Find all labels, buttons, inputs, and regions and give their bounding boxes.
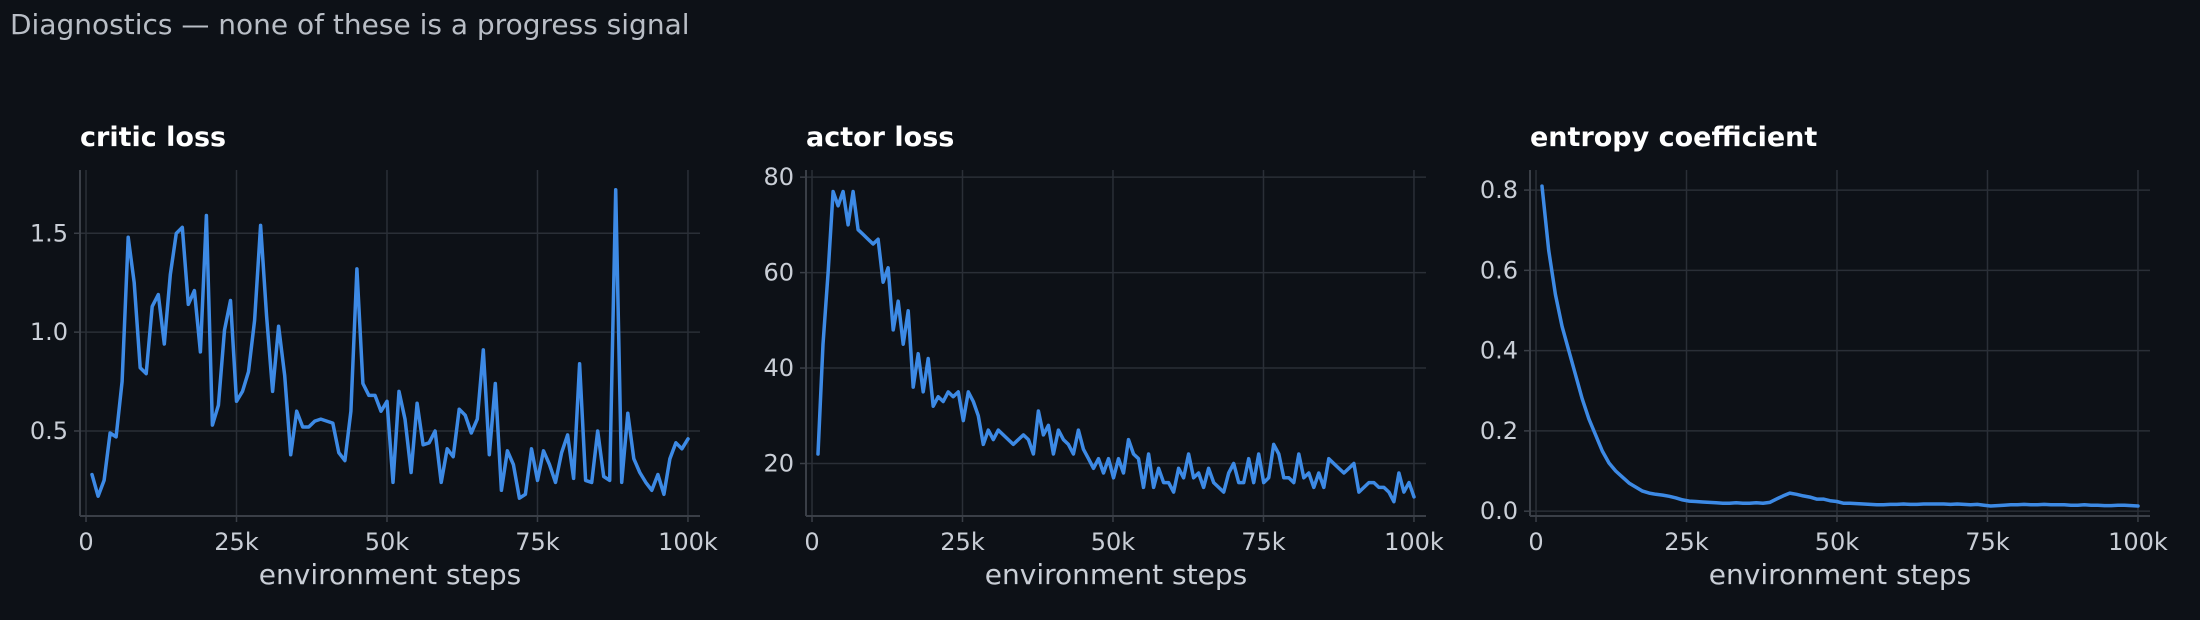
actor-loss-y-tick-label: 80 [763,163,794,191]
entropy-coefficient-y-tick-label: 0.4 [1480,337,1518,365]
entropy-coefficient-x-tick-label: 100k [2108,528,2168,556]
actor-loss-x-tick-label: 50k [1091,528,1136,556]
critic-loss-y-tick-label: 1.5 [30,219,68,247]
actor-loss-x-tick-label: 0 [804,528,819,556]
entropy-coefficient-y-tick-label: 0.8 [1480,176,1518,204]
critic-loss-y-tick-label: 0.5 [30,417,68,445]
actor-loss-title: actor loss [806,122,954,153]
critic-loss-x-tick-label: 0 [78,528,93,556]
actor-loss-y-tick-label: 40 [763,354,794,382]
actor-loss-x-tick-label: 25k [940,528,985,556]
entropy-coefficient-y-tick-label: 0.2 [1480,417,1518,445]
entropy-coefficient-y-tick-label: 0.0 [1480,497,1518,525]
critic-loss-y-tick-label: 1.0 [30,318,68,346]
critic-loss-x-tick-label: 50k [365,528,410,556]
entropy-coefficient-x-axis-label: environment steps [1709,558,1971,591]
critic-loss-x-tick-label: 25k [214,528,259,556]
entropy-coefficient-x-tick-label: 0 [1528,528,1543,556]
critic-loss-x-axis-label: environment steps [259,558,521,591]
entropy-coefficient-y-tick-label: 0.6 [1480,256,1518,284]
entropy-coefficient-x-tick-label: 75k [1965,528,2010,556]
entropy-coefficient-x-tick-label: 50k [1815,528,1860,556]
actor-loss-x-axis-label: environment steps [985,558,1247,591]
critic-loss-title: critic loss [80,122,226,153]
entropy-coefficient-x-tick-label: 25k [1664,528,1709,556]
critic-loss-x-tick-label: 75k [515,528,560,556]
actor-loss-y-tick-label: 60 [763,259,794,287]
actor-loss-series-line [816,189,1416,504]
figure-suptitle: Diagnostics — none of these is a progres… [10,8,690,41]
entropy-coefficient-series-line [1540,184,2140,508]
actor-loss-y-tick-label: 20 [763,450,794,478]
entropy-coefficient-title: entropy coefficient [1530,122,1817,153]
critic-loss-series-line [90,188,690,500]
actor-loss-x-tick-label: 100k [1384,528,1444,556]
critic-loss-x-tick-label: 100k [658,528,718,556]
actor-loss-x-tick-label: 75k [1241,528,1286,556]
